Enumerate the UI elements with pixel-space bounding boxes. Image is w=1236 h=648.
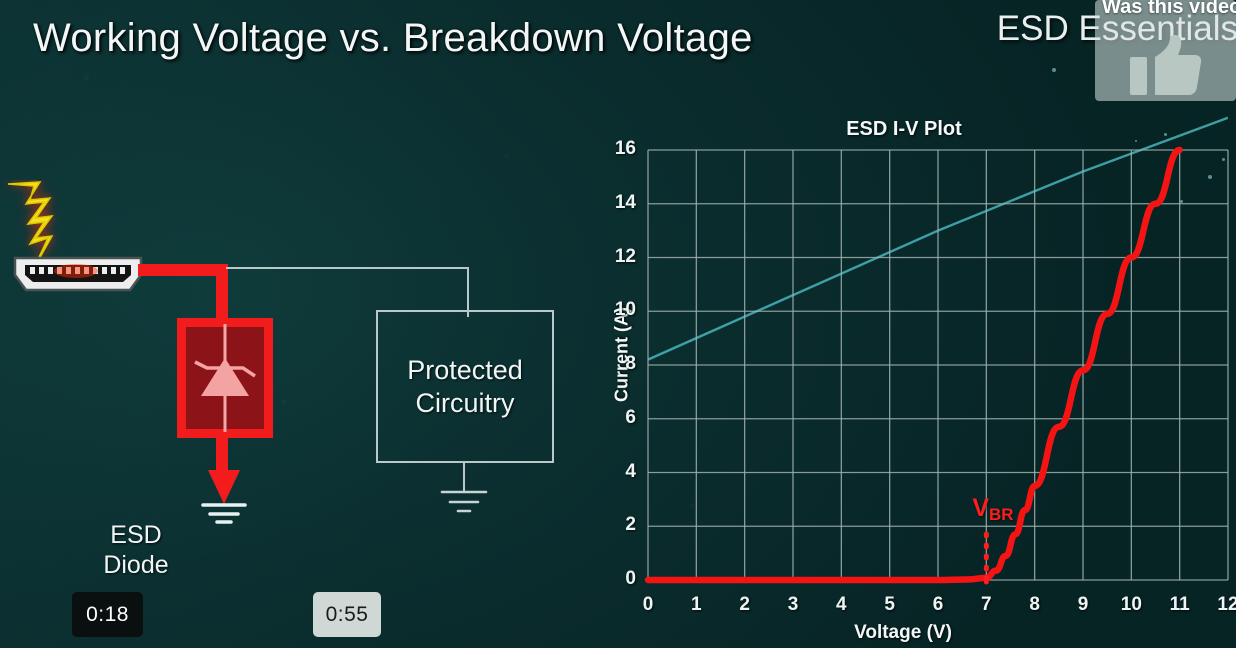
protected-circuitry-line1: Protected <box>407 354 523 385</box>
y-tick-label: 12 <box>614 245 636 267</box>
signal-wire-vertical <box>467 267 469 317</box>
signal-wire-horizontal <box>226 267 469 269</box>
chart-x-axis-label: Voltage (V) <box>854 622 952 643</box>
background-spark <box>1135 140 1137 142</box>
esd-iv-chart: ESD I-V Plot Current (A) Voltage (V) VBR… <box>580 108 1236 648</box>
x-tick-label: 7 <box>981 594 992 615</box>
y-tick-label: 14 <box>614 191 636 213</box>
esd-diode-label-line1: ESD <box>110 521 162 549</box>
circuit-diagram: ESD Diode Protected Circuitry <box>0 170 580 579</box>
y-tick-label: 16 <box>614 138 636 159</box>
tvs-zener-diode-icon <box>194 324 256 432</box>
y-tick-label: 10 <box>614 299 636 321</box>
timestamp-badge-start[interactable]: 0:18 <box>72 592 143 637</box>
chart-plot-area <box>644 116 1229 593</box>
esd-diode-label-line2: Diode <box>103 551 169 579</box>
protected-circuitry-label: Protected Circuitry <box>407 354 523 420</box>
x-tick-label: 11 <box>1169 594 1190 615</box>
x-tick-label: 0 <box>642 594 654 615</box>
surge-wire-horizontal <box>138 264 228 276</box>
surge-wire-vertical <box>216 264 228 328</box>
vbr-symbol: V <box>972 494 990 523</box>
protected-circuitry-block: Protected Circuitry <box>376 310 554 463</box>
background-spark <box>1052 68 1056 72</box>
protected-circuitry-line2: Circuitry <box>415 387 515 418</box>
vbr-subscript: BR <box>989 505 1014 525</box>
page-title: Working Voltage vs. Breakdown Voltage <box>33 16 753 60</box>
background-spark <box>1180 200 1183 203</box>
x-tick-label: 10 <box>1120 594 1142 615</box>
background-spark <box>1222 158 1225 161</box>
x-tick-label: 9 <box>1077 594 1089 615</box>
x-tick-label: 1 <box>691 594 702 615</box>
background-spark <box>1164 133 1167 136</box>
video-survey-overlay[interactable] <box>1095 0 1236 101</box>
background-spark <box>1208 175 1212 179</box>
timestamp-badge-end[interactable]: 0:55 <box>313 592 381 637</box>
x-tick-label: 2 <box>739 594 750 615</box>
x-tick-label: 6 <box>932 594 944 615</box>
x-tick-label: 3 <box>787 594 799 615</box>
y-tick-label: 0 <box>625 568 636 589</box>
y-tick-label: 4 <box>625 460 636 482</box>
y-tick-label: 2 <box>625 514 636 536</box>
y-tick-label: 6 <box>625 406 636 428</box>
breakdown-voltage-annotation: VBR <box>972 494 1013 525</box>
hdmi-connector-icon <box>13 256 143 292</box>
thumbs-up-icon[interactable] <box>1130 35 1202 97</box>
x-tick-label: 12 <box>1217 594 1236 615</box>
x-tick-label: 8 <box>1029 594 1040 615</box>
ground-symbol-icon <box>440 490 488 513</box>
x-tick-label: 5 <box>884 594 895 615</box>
x-tick-label: 4 <box>836 594 847 615</box>
y-tick-label: 8 <box>625 353 636 374</box>
ground-symbol-icon <box>201 470 247 524</box>
signal-wire-ground-stub <box>463 463 465 491</box>
survey-question: Was this video <box>1102 0 1236 18</box>
chart-title: ESD I-V Plot <box>846 118 962 140</box>
